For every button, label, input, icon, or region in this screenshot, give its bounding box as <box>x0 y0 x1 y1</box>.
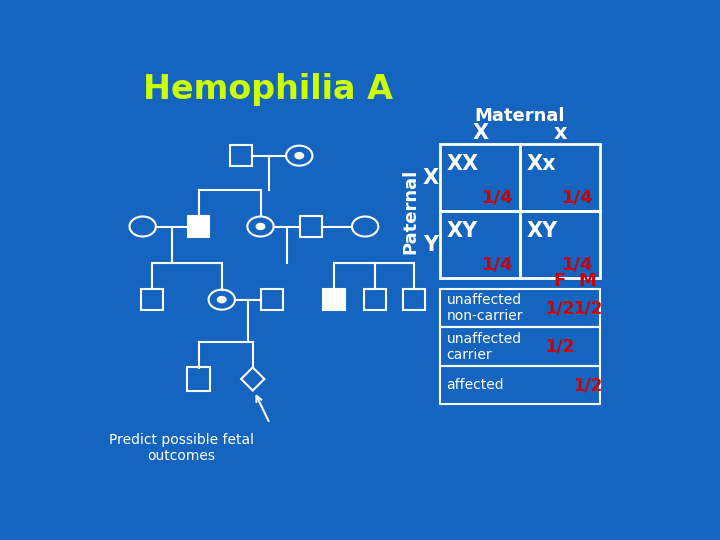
Bar <box>520 211 600 278</box>
Bar <box>441 144 520 211</box>
Text: Xx: Xx <box>526 154 556 174</box>
Bar <box>230 145 252 166</box>
Text: Hemophilia A: Hemophilia A <box>143 73 393 106</box>
Text: Paternal: Paternal <box>402 168 420 254</box>
Ellipse shape <box>294 152 304 159</box>
Bar <box>441 327 600 366</box>
Bar <box>323 289 345 310</box>
Text: 1/4: 1/4 <box>482 188 514 206</box>
Bar <box>188 215 210 237</box>
Ellipse shape <box>352 217 378 237</box>
Text: M: M <box>579 272 596 290</box>
Text: 1/4: 1/4 <box>482 255 514 273</box>
Bar <box>364 289 386 310</box>
Text: Maternal: Maternal <box>475 106 565 125</box>
Text: 1/4: 1/4 <box>562 255 594 273</box>
Ellipse shape <box>209 289 235 309</box>
Bar <box>261 289 283 310</box>
Bar <box>403 289 425 310</box>
Ellipse shape <box>130 217 156 237</box>
Polygon shape <box>241 367 264 390</box>
Bar <box>141 289 163 310</box>
Text: Y: Y <box>423 234 438 254</box>
Text: XY: XY <box>446 221 478 241</box>
Text: 1/2: 1/2 <box>545 338 575 356</box>
Text: Predict possible fetal
outcomes: Predict possible fetal outcomes <box>109 433 254 463</box>
Bar <box>441 289 600 327</box>
Text: XY: XY <box>526 221 557 241</box>
Text: x: x <box>553 123 567 143</box>
Text: unaffected
carrier: unaffected carrier <box>446 332 521 362</box>
Ellipse shape <box>286 146 312 166</box>
Bar <box>441 366 600 404</box>
Bar <box>441 211 520 278</box>
Text: unaffected
non-carrier: unaffected non-carrier <box>446 293 523 323</box>
Bar <box>520 144 600 211</box>
Text: 1/2: 1/2 <box>573 376 602 394</box>
Text: 1/4: 1/4 <box>562 188 594 206</box>
Text: XX: XX <box>446 154 479 174</box>
Bar <box>187 367 210 390</box>
Text: 1/2: 1/2 <box>545 299 575 317</box>
Ellipse shape <box>256 222 266 230</box>
Bar <box>300 215 322 237</box>
Text: 1/2: 1/2 <box>573 299 602 317</box>
Text: X: X <box>423 167 439 187</box>
Text: affected: affected <box>446 378 504 392</box>
Ellipse shape <box>248 217 274 237</box>
Ellipse shape <box>217 296 227 303</box>
Text: F: F <box>554 272 566 290</box>
Text: X: X <box>472 123 488 143</box>
